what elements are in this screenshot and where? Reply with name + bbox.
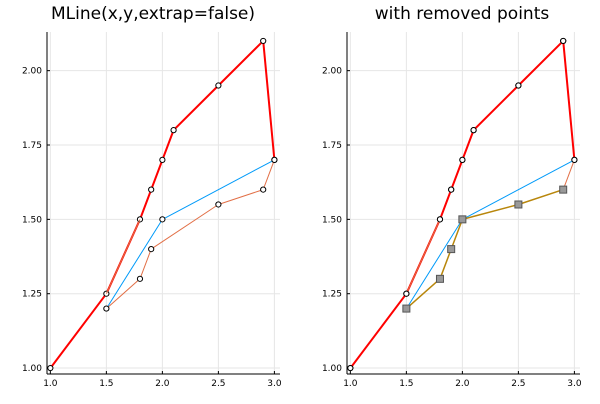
left-series-4-point xyxy=(159,216,166,223)
left-series-2-point xyxy=(215,201,222,208)
left-y-tick-label: 1.75 xyxy=(22,141,42,151)
right-x-tick-label: 2.0 xyxy=(455,379,470,389)
right-series-4 xyxy=(405,188,564,310)
right-series-6 xyxy=(347,37,578,372)
left-series-2 xyxy=(103,156,278,312)
right-series-6-point xyxy=(347,364,354,372)
right-panel: with removed points 1.0 1.5 2.0 2.5 3.0 1.00… xyxy=(322,4,582,389)
left-x-tick-label: 1.5 xyxy=(99,379,113,389)
right-series-2 xyxy=(405,219,441,294)
right-x-tick-label: 3.0 xyxy=(567,379,582,389)
right-series-5-point xyxy=(435,274,444,283)
left-y-tick-labels: 1.00 1.25 1.50 1.75 2.00 xyxy=(22,67,42,374)
left-series-4 xyxy=(159,216,166,223)
right-y-tick-label: 1.50 xyxy=(322,215,342,225)
left-series-0-point xyxy=(215,82,222,89)
right-series-2-line xyxy=(405,219,441,294)
left-x-tick-labels: 1.0 1.5 2.0 2.5 3.0 xyxy=(43,379,282,389)
right-series-6-point xyxy=(403,290,410,297)
right-series-3-line xyxy=(562,159,575,190)
left-series-0-point xyxy=(148,186,155,193)
right-y-tick-label: 1.75 xyxy=(322,141,342,151)
left-series-2-line xyxy=(106,159,275,309)
right-series-6-point xyxy=(560,37,567,45)
left-series-2-point xyxy=(148,245,155,253)
left-series-0-point xyxy=(136,216,144,223)
left-series-0-point xyxy=(170,127,177,134)
left-panel-title: MLine(x,y,extrap=false) xyxy=(51,4,255,24)
left-series-2-point xyxy=(136,275,144,282)
left-series-3-line xyxy=(105,219,141,294)
left-series-2-point xyxy=(103,305,110,312)
left-x-tick-label: 3.0 xyxy=(267,379,282,389)
right-y-tick-label: 2.00 xyxy=(322,67,342,77)
left-y-tick-label: 2.00 xyxy=(22,67,42,77)
left-x-tick-label: 2.0 xyxy=(155,379,170,389)
right-series-6-point xyxy=(571,156,578,163)
right-series-4-line xyxy=(405,188,564,310)
right-series-6-point xyxy=(470,127,477,134)
left-series-3 xyxy=(105,219,141,294)
right-y-tick-labels: 1.00 1.25 1.50 1.75 2.00 xyxy=(322,67,342,374)
right-series-5 xyxy=(402,185,568,313)
left-y-tick-label: 1.50 xyxy=(22,215,42,225)
right-y-tick-label: 1.00 xyxy=(322,364,342,374)
left-series-2-point xyxy=(260,186,267,193)
right-series xyxy=(347,37,578,372)
right-x-tick-label: 1.0 xyxy=(343,379,358,389)
right-panel-title: with removed points xyxy=(375,4,550,24)
right-series-6-point xyxy=(448,186,455,193)
left-x-tick-label: 1.0 xyxy=(43,379,58,389)
left-axes xyxy=(46,32,280,375)
right-series-3 xyxy=(562,159,575,190)
right-series-6-point xyxy=(515,82,522,89)
left-series-0-point xyxy=(159,156,166,163)
right-y-tick-label: 1.25 xyxy=(322,290,342,300)
right-x-tick-label: 1.5 xyxy=(399,379,413,389)
left-series xyxy=(47,37,278,372)
right-series-5-point xyxy=(447,245,456,254)
right-series-5-point xyxy=(458,215,467,224)
left-series-0-point xyxy=(47,364,54,372)
left-series-0-point xyxy=(260,37,267,45)
left-panel: MLine(x,y,extrap=false) 1.0 1.5 2.0 2.5 3.0 … xyxy=(22,4,282,389)
right-x-tick-labels: 1.0 1.5 2.0 2.5 3.0 xyxy=(343,379,582,389)
right-series-6-point xyxy=(436,216,444,223)
left-y-tick-label: 1.00 xyxy=(22,364,42,374)
left-series-2-point xyxy=(271,156,278,163)
right-series-6-point xyxy=(459,156,466,163)
left-series-0-point xyxy=(103,290,110,297)
left-x-tick-label: 2.5 xyxy=(211,379,225,389)
right-series-5-point xyxy=(514,200,523,209)
right-series-5-point xyxy=(559,185,568,194)
right-series-5-point xyxy=(402,304,411,313)
left-y-tick-label: 1.25 xyxy=(22,290,42,300)
right-x-tick-label: 2.5 xyxy=(511,379,525,389)
